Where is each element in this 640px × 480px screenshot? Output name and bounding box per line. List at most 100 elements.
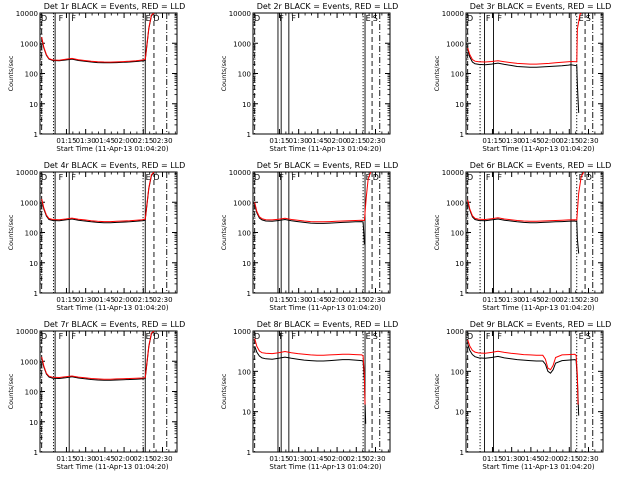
x-tick-label: 01:15 [269,455,289,463]
event-letter: F [279,14,284,23]
event-letter: F [291,14,296,23]
x-tick-label: 01:30 [76,137,96,145]
series-events [467,344,580,416]
x-tick-label: 01:15 [56,455,76,463]
panel-title: Det 9r BLACK = Events, RED = LLD [470,320,612,329]
y-tick-label: 10 [242,101,251,109]
plot-frame [465,12,604,135]
y-axis-label: Counts/sec [220,373,228,409]
x-tick-label: 02:00 [540,455,560,463]
y-tick-label: 10 [29,419,38,427]
x-tick-label: 01:15 [482,296,502,304]
event-letter: F [71,14,76,23]
y-tick-label: 1000 [233,328,251,336]
x-tick-label: 02:15 [346,455,366,463]
plot-frame [39,330,178,453]
series-events [254,346,367,424]
panel-det-4: Det 4r BLACK = Events, RED = LLD 1 10 100 10… [7,161,185,312]
x-tick-label: 01:45 [308,137,328,145]
x-tick-label: 02:15 [559,296,579,304]
y-tick-label: 10000 [229,10,251,18]
event-letter: F [59,14,64,23]
x-tick-label: 02:15 [133,296,153,304]
x-tick-label: 01:30 [289,296,309,304]
x-tick-label: 01:45 [521,296,541,304]
y-tick-label: 10 [242,409,251,417]
x-axis-label: Start Time (11-Apr-13 01:04:20) [56,145,168,153]
panel-det-3: Det 3r BLACK = Events, RED = LLD 1 10 100 10… [433,2,611,153]
y-tick-label: 1 [247,449,251,457]
x-tick-label: 02:00 [327,296,347,304]
event-letter: F [497,173,502,182]
panel-det-7: Det 7r BLACK = Events, RED = LLD 1 10 100 10… [7,320,185,471]
event-letter: F [486,173,491,182]
event-letter: D [373,173,379,182]
event-letter: D [153,332,159,341]
series-events [467,49,580,113]
x-tick-label: 01:45 [308,296,328,304]
x-tick-label: 02:30 [365,296,385,304]
y-tick-label: 10000 [229,169,251,177]
y-tick-label: 10 [29,101,38,109]
plot-frame [465,171,604,294]
y-tick-label: 1000 [20,358,38,366]
event-letter: F [497,332,502,341]
event-letter: D [467,14,473,23]
series-lld [41,331,155,380]
y-tick-label: 1 [460,131,464,139]
plot-frame [39,12,178,135]
y-axis-label: Counts/sec [433,373,441,409]
series-lld [467,13,582,65]
y-tick-label: 100 [25,71,38,79]
series-lld [41,13,155,63]
event-letter: F [486,332,491,341]
y-axis-label: Counts/sec [433,214,441,250]
x-tick-label: 02:30 [365,137,385,145]
panel-title: Det 4r BLACK = Events, RED = LLD [44,161,186,170]
event-letter: F [291,173,296,182]
y-tick-label: 10000 [16,169,38,177]
y-axis-label: Counts/sec [433,55,441,91]
x-tick-label: 02:30 [365,455,385,463]
y-tick-label: 10000 [442,169,464,177]
y-tick-label: 1000 [233,40,251,48]
panel-det-9: Det 9r BLACK = Events, RED = LLD 1 10 100 10… [433,320,611,471]
x-axis-label: Start Time (11-Apr-13 01:04:20) [482,304,594,312]
x-tick-label: 02:00 [540,296,560,304]
event-letter: E [366,14,371,23]
panel-title: Det 5r BLACK = Events, RED = LLD [257,161,399,170]
x-tick-label: 01:45 [95,455,115,463]
event-letter: E [146,14,151,23]
x-tick-label: 02:30 [578,455,598,463]
event-letter: F [486,14,491,23]
y-tick-label: 100 [25,389,38,397]
y-tick-label: 1000 [20,199,38,207]
x-tick-label: 01:15 [269,137,289,145]
x-tick-label: 02:15 [346,137,366,145]
y-tick-label: 1 [460,290,464,298]
x-tick-label: 02:30 [578,137,598,145]
panel-title: Det 8r BLACK = Events, RED = LLD [257,320,399,329]
y-tick-label: 1 [34,290,38,298]
y-tick-label: 100 [238,368,251,376]
plot-frame [252,12,391,135]
x-tick-label: 02:00 [114,455,134,463]
event-letter: E [146,332,151,341]
x-axis-label: Start Time (11-Apr-13 01:04:20) [56,304,168,312]
x-tick-label: 01:15 [482,455,502,463]
x-tick-label: 01:45 [521,137,541,145]
y-tick-label: 1 [460,449,464,457]
x-axis-label: Start Time (11-Apr-13 01:04:20) [269,463,381,471]
event-letter: E [366,332,371,341]
event-letter: D [41,332,47,341]
series-events [41,331,155,381]
y-tick-label: 10 [455,409,464,417]
series-lld [41,172,155,223]
x-tick-label: 01:30 [289,455,309,463]
y-tick-label: 100 [451,71,464,79]
event-letter: F [279,173,284,182]
y-axis-label: Counts/sec [7,55,15,91]
x-tick-label: 02:30 [578,296,598,304]
panel-title: Det 6r BLACK = Events, RED = LLD [470,161,612,170]
